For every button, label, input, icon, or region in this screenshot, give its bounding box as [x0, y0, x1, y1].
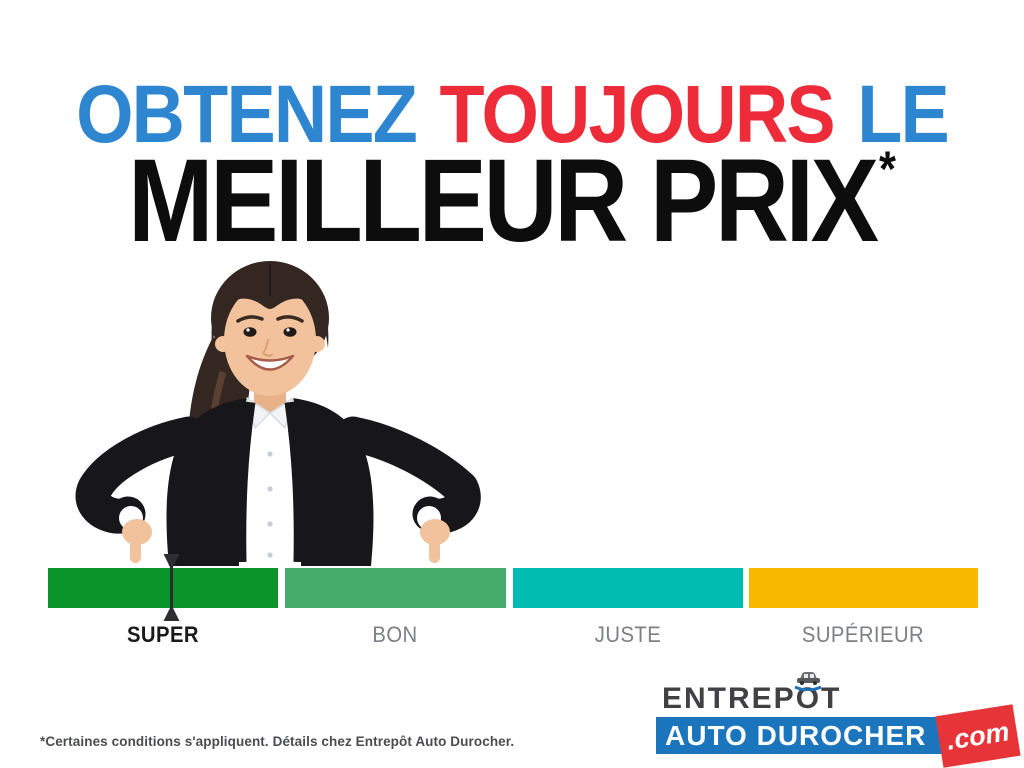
price-scale-label-juste: JUSTE	[594, 622, 662, 647]
price-scale-segment-juste	[513, 568, 743, 608]
headline-word-obtenez: OBTENEZ	[76, 69, 418, 160]
headline-meilleur-prix: MEILLEUR PRIX	[128, 135, 879, 267]
headline-word-le: LE	[857, 69, 950, 160]
price-marker-icon	[163, 554, 180, 621]
entrepot-auto-durocher-logo[interactable]: ENTREPO T AUTO DUROCHER .com	[656, 670, 1021, 768]
logo-auto-durocher-banner: AUTO DUROCHER	[656, 717, 944, 754]
headline-asterisk: *	[879, 141, 896, 197]
price-scale-label-bon: BON	[372, 622, 418, 647]
logo-entrepot-pre: ENTREP	[662, 682, 796, 715]
price-scale-label-super: SUPER	[126, 622, 200, 647]
price-scale-segment-super	[48, 568, 278, 608]
price-scale-label-superieur: SUPÉRIEUR	[801, 622, 925, 647]
car-icon	[794, 667, 822, 692]
price-scale-segment-superieur	[749, 568, 978, 608]
logo-entrepot-o: O	[794, 672, 822, 714]
price-scale-segment-bon	[285, 568, 506, 608]
headline-line2: MEILLEUR PRIX *	[67, 142, 958, 260]
logo-dotcom-text: .com	[944, 715, 1012, 756]
logo-entrepot-text: ENTREPO T	[662, 672, 842, 715]
headline-word-toujours: TOUJOURS	[439, 69, 835, 160]
woman-pointing-photo	[63, 252, 499, 566]
logo-dotcom-badge: .com	[935, 704, 1021, 768]
disclaimer-text: *Certaines conditions s'appliquent. Déta…	[40, 734, 515, 749]
headline-line1: OBTENEZ TOUJOURS LE	[51, 74, 973, 156]
logo-entrepot-post: T	[821, 682, 842, 715]
logo-auto-durocher-text: AUTO DUROCHER	[665, 719, 927, 751]
